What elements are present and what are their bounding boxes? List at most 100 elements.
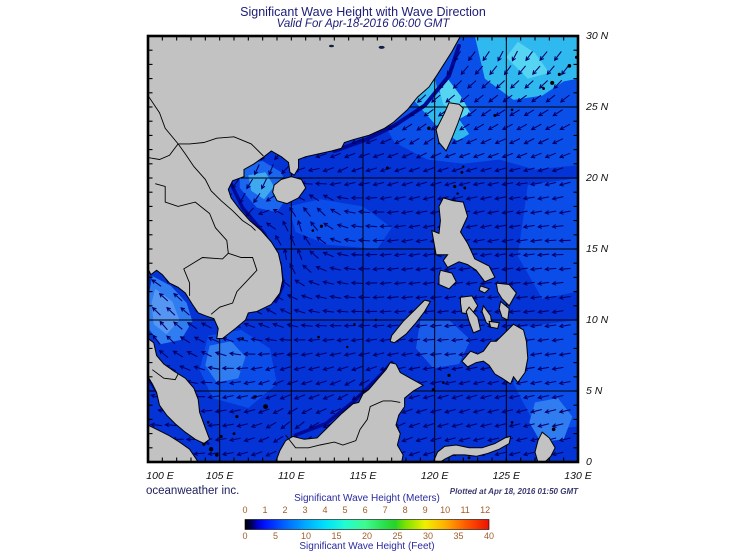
wave-arrow — [532, 65, 541, 76]
land-luzon — [431, 197, 496, 283]
island-dot — [215, 453, 219, 457]
wave-arrow — [372, 323, 385, 329]
wave-arrow — [293, 308, 306, 314]
wave-arrow — [423, 137, 434, 145]
lat-label: 25 N — [586, 101, 609, 113]
wave-arrow — [386, 209, 399, 215]
wave-arrow — [480, 109, 492, 117]
wave-arrow — [308, 194, 320, 202]
wave-arrow — [186, 350, 198, 358]
wave-arrow — [536, 252, 550, 258]
wave-arrow — [372, 266, 385, 272]
wave-arrow — [537, 109, 549, 117]
wave-arrow — [429, 437, 442, 443]
country-border — [148, 95, 179, 145]
wave-arrow — [529, 295, 542, 300]
wave-arrow — [286, 322, 299, 328]
wave-arrow — [344, 379, 356, 386]
wave-arrow — [422, 394, 435, 400]
wave-arrow — [314, 323, 327, 328]
wave-arrow — [479, 280, 492, 286]
wave-arrow — [444, 408, 456, 414]
wave-arrow — [486, 210, 499, 215]
wave-arrow — [494, 138, 506, 145]
wave-arrow — [193, 365, 205, 371]
wave-arrow — [350, 223, 363, 229]
wave-arrow — [530, 408, 542, 414]
wave-arrow — [275, 234, 282, 246]
island-dot — [232, 432, 236, 435]
wave-arrow — [408, 167, 420, 173]
wave-arrow — [207, 451, 220, 457]
wave-arrow — [322, 251, 334, 258]
wave-arrow — [558, 380, 571, 386]
wave-arrow — [300, 294, 313, 300]
wave-arrow — [329, 380, 342, 386]
wave-arrow — [551, 337, 564, 343]
wave-arrow — [415, 152, 427, 159]
wave-arrow — [515, 266, 528, 272]
wave-arrow — [400, 210, 413, 215]
wave-arrow — [508, 224, 521, 229]
wave-arrow — [286, 352, 299, 357]
wave-arrow — [558, 409, 571, 414]
wave-arrow — [553, 79, 563, 89]
wave-arrow — [544, 152, 557, 159]
wave-arrow — [364, 195, 378, 201]
wave-arrow — [221, 365, 234, 371]
wave-arrow — [200, 350, 212, 357]
wave-arrow — [508, 138, 521, 145]
wave-arrow — [400, 238, 413, 244]
wave-arrow — [415, 408, 428, 414]
wave-arrow — [336, 251, 349, 257]
wave-arrow — [473, 123, 485, 131]
wave-arrow — [207, 394, 220, 400]
island-dot — [462, 165, 465, 168]
wave-arrow — [293, 394, 306, 400]
wave-arrow — [329, 352, 342, 357]
wave-arrow — [508, 280, 521, 286]
wave-arrow — [530, 123, 542, 131]
wave-arrow — [336, 308, 349, 314]
wave-arrow — [508, 195, 521, 201]
wave-arrow — [343, 152, 356, 159]
wave-arrow — [551, 196, 564, 201]
land-borneo — [275, 362, 425, 462]
wave-arrow — [486, 295, 499, 300]
wave-arrow — [458, 437, 471, 443]
wave-arrow — [451, 167, 463, 173]
wave-arrow — [351, 393, 363, 401]
wave-arrow — [516, 94, 527, 103]
wave-arrow — [537, 224, 550, 229]
wave-arrow — [257, 209, 270, 216]
wave-arrow — [278, 337, 292, 343]
wave-arrow — [443, 266, 456, 272]
wave-arrow — [214, 351, 227, 357]
wave-arrow — [207, 336, 220, 343]
wave-arrow — [323, 222, 334, 230]
wave-arrow — [393, 224, 406, 229]
wave-arrow — [444, 181, 456, 187]
wave-arrow — [393, 280, 406, 286]
legend-meters-tick: 4 — [322, 505, 328, 515]
wave-arrow — [271, 352, 284, 357]
wave-arrow — [465, 423, 478, 428]
wave-arrow — [458, 266, 471, 272]
wave-arrow — [408, 196, 421, 201]
wave-arrow — [479, 224, 492, 230]
lake — [328, 44, 334, 48]
wave-arrow — [446, 65, 455, 76]
island-dot — [206, 420, 210, 424]
wave-arrow — [472, 210, 485, 215]
land-bohol — [488, 320, 500, 330]
wave-arrow — [551, 451, 564, 457]
wave-arrow — [286, 380, 299, 386]
wave-arrow — [508, 167, 521, 173]
wave-arrow — [343, 181, 356, 187]
wave-arrow — [544, 295, 557, 300]
wave-arrow — [200, 322, 212, 329]
island-dot — [510, 420, 514, 424]
wave-arrow — [300, 380, 313, 386]
wave-arrow — [437, 167, 449, 173]
wave-arrow — [415, 210, 428, 215]
